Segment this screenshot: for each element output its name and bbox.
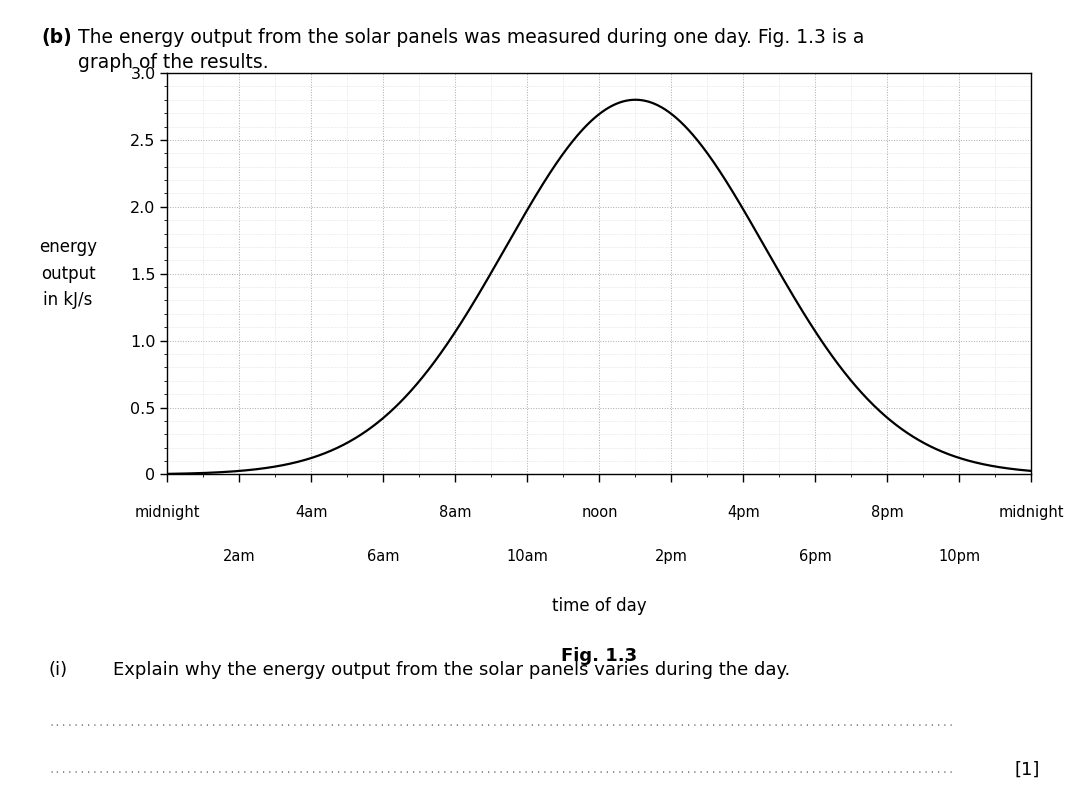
Text: 10pm: 10pm	[939, 549, 981, 564]
Text: 10am: 10am	[507, 549, 549, 564]
Text: (b): (b)	[41, 28, 71, 47]
Text: energy
output
in kJ/s: energy output in kJ/s	[39, 238, 97, 309]
Text: 8am: 8am	[440, 504, 472, 520]
Text: midnight: midnight	[999, 504, 1064, 520]
Text: Explain why the energy output from the solar panels varies during the day.: Explain why the energy output from the s…	[113, 661, 791, 679]
Text: 4am: 4am	[295, 504, 327, 520]
Text: 2am: 2am	[224, 549, 256, 564]
Text: graph of the results.: graph of the results.	[78, 53, 269, 71]
Text: ................................................................................: ........................................…	[49, 765, 955, 775]
Text: noon: noon	[581, 504, 618, 520]
Text: The energy output from the solar panels was measured during one day. Fig. 1.3 is: The energy output from the solar panels …	[78, 28, 864, 47]
Text: 6pm: 6pm	[799, 549, 832, 564]
Text: 6am: 6am	[367, 549, 400, 564]
Text: ................................................................................: ........................................…	[49, 718, 955, 727]
Text: 2pm: 2pm	[654, 549, 688, 564]
Text: (i): (i)	[49, 661, 68, 679]
Text: midnight: midnight	[135, 504, 200, 520]
Text: Fig. 1.3: Fig. 1.3	[562, 647, 637, 665]
Text: [1]: [1]	[1015, 761, 1040, 779]
Text: 4pm: 4pm	[727, 504, 759, 520]
Text: 8pm: 8pm	[872, 504, 904, 520]
Text: time of day: time of day	[552, 597, 647, 615]
